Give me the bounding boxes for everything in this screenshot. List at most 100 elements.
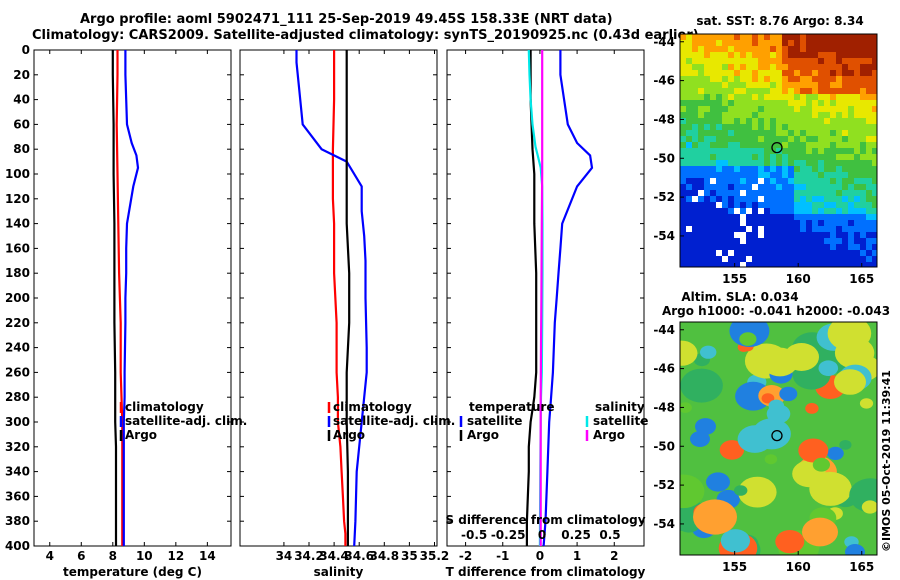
sst-cell (788, 88, 794, 94)
sst-cell (866, 82, 872, 88)
sla-blob (798, 438, 829, 463)
sst-cell (692, 130, 698, 136)
sst-cell (686, 196, 692, 202)
sst-cell (680, 226, 686, 232)
sst-cell (740, 64, 746, 70)
sst-cell (722, 124, 728, 130)
sst-cell (698, 232, 704, 238)
sst-cell (836, 100, 842, 106)
difference-panel-frame (446, 49, 645, 547)
sst-cell (818, 136, 824, 142)
sst-cell (872, 124, 877, 130)
sst-cell (776, 202, 782, 208)
sst-cell (680, 214, 686, 220)
sst-cell (728, 46, 734, 52)
sst-cell (794, 172, 800, 178)
salinity-xtick-label: 35 (401, 549, 418, 563)
sst-cell (800, 256, 806, 262)
sst-cell (680, 154, 686, 160)
sst-cell (872, 100, 877, 106)
sst-cell (824, 70, 830, 76)
sst-cell (716, 172, 722, 178)
sst-cell (764, 256, 770, 262)
sst-cell (824, 244, 830, 250)
sst-cell (746, 118, 752, 124)
sst-cell (686, 226, 692, 232)
salinity-xlabel: salinity (314, 565, 364, 579)
sst-cell (782, 142, 788, 148)
sst-cell (686, 178, 692, 184)
sst-cell (842, 82, 848, 88)
sst-cell (734, 142, 740, 148)
sst-cell (746, 70, 752, 76)
sst-cell (704, 250, 710, 256)
sst-cell (800, 112, 806, 118)
sst-cell (854, 136, 860, 142)
sst-cell (812, 34, 818, 40)
sst-cell (806, 46, 812, 52)
sst-cell (692, 178, 698, 184)
sst-cell (836, 124, 842, 130)
sst-cell (818, 82, 824, 88)
sst-cell (746, 64, 752, 70)
sst-cell (692, 190, 698, 196)
sst-cell (776, 196, 782, 202)
sst-cell (728, 166, 734, 172)
difference-xlabel: T difference from climatology (446, 565, 646, 579)
sst-cell (800, 220, 806, 226)
sst-cell (680, 202, 686, 208)
sst-cell (752, 58, 758, 64)
sst-cell (788, 184, 794, 190)
sst-cell (830, 136, 836, 142)
sst-cell (818, 34, 824, 40)
sst-cell (680, 34, 686, 40)
sst-cell (728, 178, 734, 184)
sst-cell (710, 88, 716, 94)
sst-cell (704, 130, 710, 136)
sst-cell (704, 202, 710, 208)
sst-cell (770, 226, 776, 232)
sst-cell (812, 250, 818, 256)
sst-cell (824, 112, 830, 118)
sst-cell (746, 40, 752, 46)
sst-cell (824, 166, 830, 172)
sst-cell (698, 166, 704, 172)
sst-cell (734, 40, 740, 46)
sst-cell (806, 238, 812, 244)
sst-cell (824, 106, 830, 112)
sst-cell (734, 64, 740, 70)
sst-cell (740, 196, 746, 202)
sst-cell (728, 262, 734, 267)
sst-cell (806, 58, 812, 64)
sst-cell (740, 190, 746, 196)
sst-cell (776, 136, 782, 142)
sst-cell (836, 238, 842, 244)
sst-cell (842, 154, 848, 160)
sst-cell (866, 130, 872, 136)
sst-cell (824, 58, 830, 64)
sst-cell (710, 124, 716, 130)
sst-cell (848, 94, 854, 100)
sla-blob (720, 529, 751, 553)
sst-cell (812, 184, 818, 190)
sla-lon-label: 155 (722, 560, 747, 574)
sst-cell (752, 70, 758, 76)
sst-cell (716, 58, 722, 64)
sst-cell (800, 166, 806, 172)
sst-cell (782, 256, 788, 262)
sla-blob (719, 440, 745, 460)
sst-cell (800, 190, 806, 196)
sst-cell (782, 232, 788, 238)
sst-cell (848, 178, 854, 184)
sst-cell (770, 160, 776, 166)
sst-cell (764, 220, 770, 226)
sst-cell (842, 100, 848, 106)
sst-cell (740, 172, 746, 178)
sst-cell (836, 118, 842, 124)
sst-cell (854, 244, 860, 250)
sst-cell (698, 52, 704, 58)
sst-cell (740, 106, 746, 112)
sst-cell (692, 58, 698, 64)
sst-cell (770, 52, 776, 58)
legend-label: Argo (125, 428, 157, 442)
